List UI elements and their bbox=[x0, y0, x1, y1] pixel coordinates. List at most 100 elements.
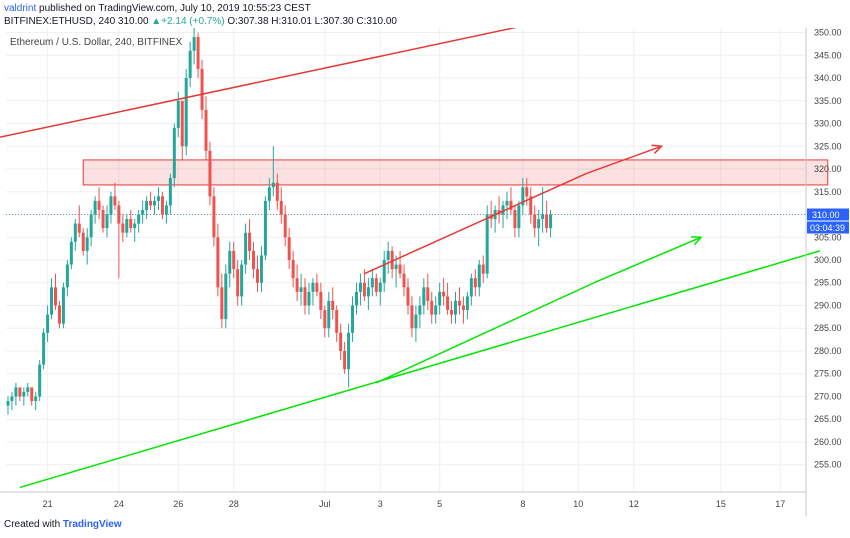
candle-body bbox=[362, 282, 366, 297]
price-tick-label: 280.00 bbox=[814, 346, 842, 356]
candle-body bbox=[366, 287, 370, 297]
created-with-label: Created with bbox=[4, 519, 63, 530]
candle-body bbox=[77, 223, 81, 233]
time-tick-label: 21 bbox=[43, 499, 53, 509]
ohlc-close: C:310.00 bbox=[356, 16, 397, 27]
candle-body bbox=[101, 209, 105, 229]
candle-body bbox=[121, 223, 125, 233]
author-link[interactable]: valdrint bbox=[4, 3, 37, 14]
candle-body bbox=[81, 232, 85, 251]
price-tick-label: 330.00 bbox=[814, 119, 842, 129]
candle-body bbox=[513, 209, 517, 229]
candle-body bbox=[521, 187, 525, 206]
candle-body bbox=[351, 305, 355, 333]
footer: Created with TradingView bbox=[4, 519, 122, 530]
candle-body bbox=[50, 287, 54, 315]
candle-body bbox=[109, 196, 113, 215]
candle-body bbox=[358, 282, 362, 292]
candle-body bbox=[311, 282, 315, 292]
time-tick-label: 24 bbox=[114, 499, 124, 509]
candle-body bbox=[113, 196, 117, 206]
candle-body bbox=[402, 273, 406, 288]
price-axis[interactable]: 255.00 260.00 265.00 270.00 275.00 280.00 285.… bbox=[814, 28, 842, 470]
tradingview-logo[interactable]: TradingView bbox=[62, 519, 122, 530]
last-price-tag: 310.00 bbox=[807, 208, 849, 221]
candle-body bbox=[61, 287, 65, 324]
candle-body bbox=[434, 305, 438, 315]
candle-body bbox=[370, 278, 374, 288]
candle-body bbox=[259, 255, 263, 283]
candle-body bbox=[481, 264, 485, 274]
candle-body bbox=[263, 200, 267, 256]
last-price-text: 310.00 bbox=[117, 16, 149, 27]
candle-body bbox=[228, 250, 232, 274]
candle-body bbox=[343, 350, 347, 370]
chart-legend: Ethereum / U.S. Dollar, 240, BITFINEX bbox=[10, 37, 183, 48]
grid bbox=[6, 28, 806, 492]
candle-body bbox=[137, 214, 141, 224]
time-tick-label: 15 bbox=[716, 499, 726, 509]
price-tick-label: 320.00 bbox=[814, 164, 842, 174]
candle-body bbox=[42, 332, 46, 365]
candle-body bbox=[271, 182, 275, 188]
candle-body bbox=[153, 200, 157, 206]
candle-body bbox=[30, 387, 34, 402]
candle-body bbox=[160, 196, 164, 215]
candle-body bbox=[125, 219, 129, 233]
symbol-label: BITFINEX:ETHUSD, 240 bbox=[4, 16, 116, 27]
candle-body bbox=[327, 300, 331, 329]
candle-body bbox=[450, 310, 454, 315]
price-tick-label: 325.00 bbox=[814, 141, 842, 151]
candle-body bbox=[188, 50, 192, 79]
candles bbox=[6, 28, 553, 415]
candle-body bbox=[457, 300, 461, 306]
candle-body bbox=[331, 300, 335, 311]
candle-body bbox=[232, 250, 236, 270]
candle-body bbox=[54, 287, 58, 306]
candle-body bbox=[517, 205, 521, 229]
price-tick-label: 265.00 bbox=[814, 414, 842, 424]
arrow-head-icon bbox=[691, 236, 703, 246]
price-tick-label: 350.00 bbox=[814, 28, 842, 38]
candle-body bbox=[89, 214, 93, 238]
candle-body bbox=[6, 401, 10, 406]
candle-body bbox=[267, 187, 271, 201]
candle-body bbox=[335, 310, 339, 333]
candle-body bbox=[145, 200, 149, 210]
candle-body bbox=[303, 287, 307, 306]
candle-body bbox=[255, 269, 259, 283]
up-arrow-icon: ▲ bbox=[151, 16, 162, 27]
candle-body bbox=[426, 287, 430, 301]
candle-body bbox=[117, 205, 121, 224]
time-tick-label: 17 bbox=[775, 499, 785, 509]
candle-body bbox=[224, 273, 228, 320]
time-tick-label: 5 bbox=[437, 499, 442, 509]
candle-body bbox=[398, 264, 402, 274]
countdown-tag-text: 03:04:39 bbox=[810, 223, 845, 233]
candle-body bbox=[295, 278, 299, 292]
price-chart[interactable]: 255.00 260.00 265.00 270.00 275.00 280.00 285.… bbox=[0, 28, 850, 516]
candle-body bbox=[46, 314, 50, 333]
candle-body bbox=[208, 150, 212, 197]
candle-body bbox=[93, 200, 97, 215]
candle-body bbox=[505, 200, 509, 206]
candle-body bbox=[291, 260, 295, 279]
arrow-line bbox=[585, 145, 662, 175]
candle-body bbox=[252, 250, 256, 270]
candle-body bbox=[469, 278, 473, 297]
candle-body bbox=[390, 250, 394, 270]
time-tick-label: 12 bbox=[629, 499, 639, 509]
candle-body bbox=[477, 264, 481, 288]
candle-body bbox=[216, 237, 220, 288]
time-axis[interactable]: 21 24 26 28 Jul 3 5 8 10 12 15 17 bbox=[43, 499, 786, 509]
candle-body bbox=[244, 232, 248, 265]
time-tick-label: 10 bbox=[573, 499, 583, 509]
candle-body bbox=[525, 187, 529, 197]
candle-body bbox=[287, 237, 291, 260]
trend-line bbox=[375, 282, 595, 384]
candle-body bbox=[438, 291, 442, 306]
price-tick-label: 340.00 bbox=[814, 73, 842, 83]
candle-body bbox=[14, 387, 18, 397]
candle-body bbox=[168, 178, 172, 206]
candle-body bbox=[204, 109, 208, 151]
